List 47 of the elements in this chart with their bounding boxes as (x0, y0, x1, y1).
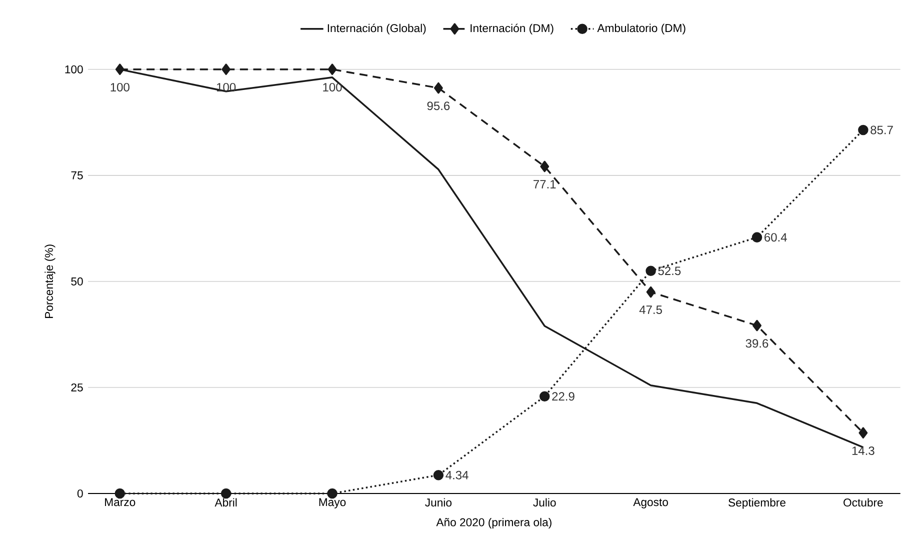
x-tick-label: Mayo (319, 498, 346, 508)
point (858, 124, 868, 136)
point (327, 488, 338, 499)
point (222, 64, 231, 75)
point (434, 82, 443, 94)
data-label: 77.1 (534, 180, 556, 188)
data-label: 52.5 (658, 266, 681, 275)
x-tick-label: Junio (425, 498, 452, 506)
data-label: 4.34 (446, 470, 468, 480)
point (646, 266, 656, 276)
point (115, 64, 124, 75)
point (540, 160, 550, 172)
x-tick-label: Septiembre (728, 498, 786, 509)
point (858, 427, 868, 438)
y-tick-label: 0 (77, 489, 83, 498)
y-tick-label: 50 (71, 277, 83, 286)
point (433, 470, 444, 480)
x-tick-label: Julio (533, 498, 556, 506)
data-label: 39.6 (746, 339, 768, 348)
point (646, 286, 656, 298)
x-tick-label: Abril (214, 498, 237, 506)
y-tick-label: 100 (65, 65, 83, 74)
data-label: 47.5 (639, 306, 662, 314)
data-label: 100 (323, 82, 342, 92)
x-tick-label: Octubre (844, 498, 883, 506)
x-tick-label: Agosto (633, 498, 668, 508)
data-label: 14.3 (852, 446, 874, 455)
y-tick-label: 75 (71, 171, 83, 180)
legend-label: Internación (Global) (328, 24, 426, 34)
point (220, 488, 232, 499)
data-label: 100 (110, 82, 130, 92)
legend-label: Ambulatorio (DM) (597, 24, 686, 34)
data-label: 85.7 (870, 126, 893, 134)
y-tick-label: 25 (71, 383, 83, 392)
point (752, 320, 762, 332)
point (752, 232, 762, 242)
point (328, 64, 337, 75)
x-axis-title: Año 2020 (primera ola) (436, 518, 552, 528)
legend-label: Internación (DM) (470, 24, 554, 34)
data-label: 100 (216, 82, 236, 92)
data-label: 60.4 (764, 232, 787, 242)
data-label: 22.9 (552, 392, 574, 401)
point (539, 391, 550, 402)
point (114, 488, 126, 499)
x-tick-label: Marzo (105, 498, 136, 506)
y-axis-title: Porcentaje (%) (44, 244, 56, 318)
data-label: 95.6 (427, 102, 450, 110)
